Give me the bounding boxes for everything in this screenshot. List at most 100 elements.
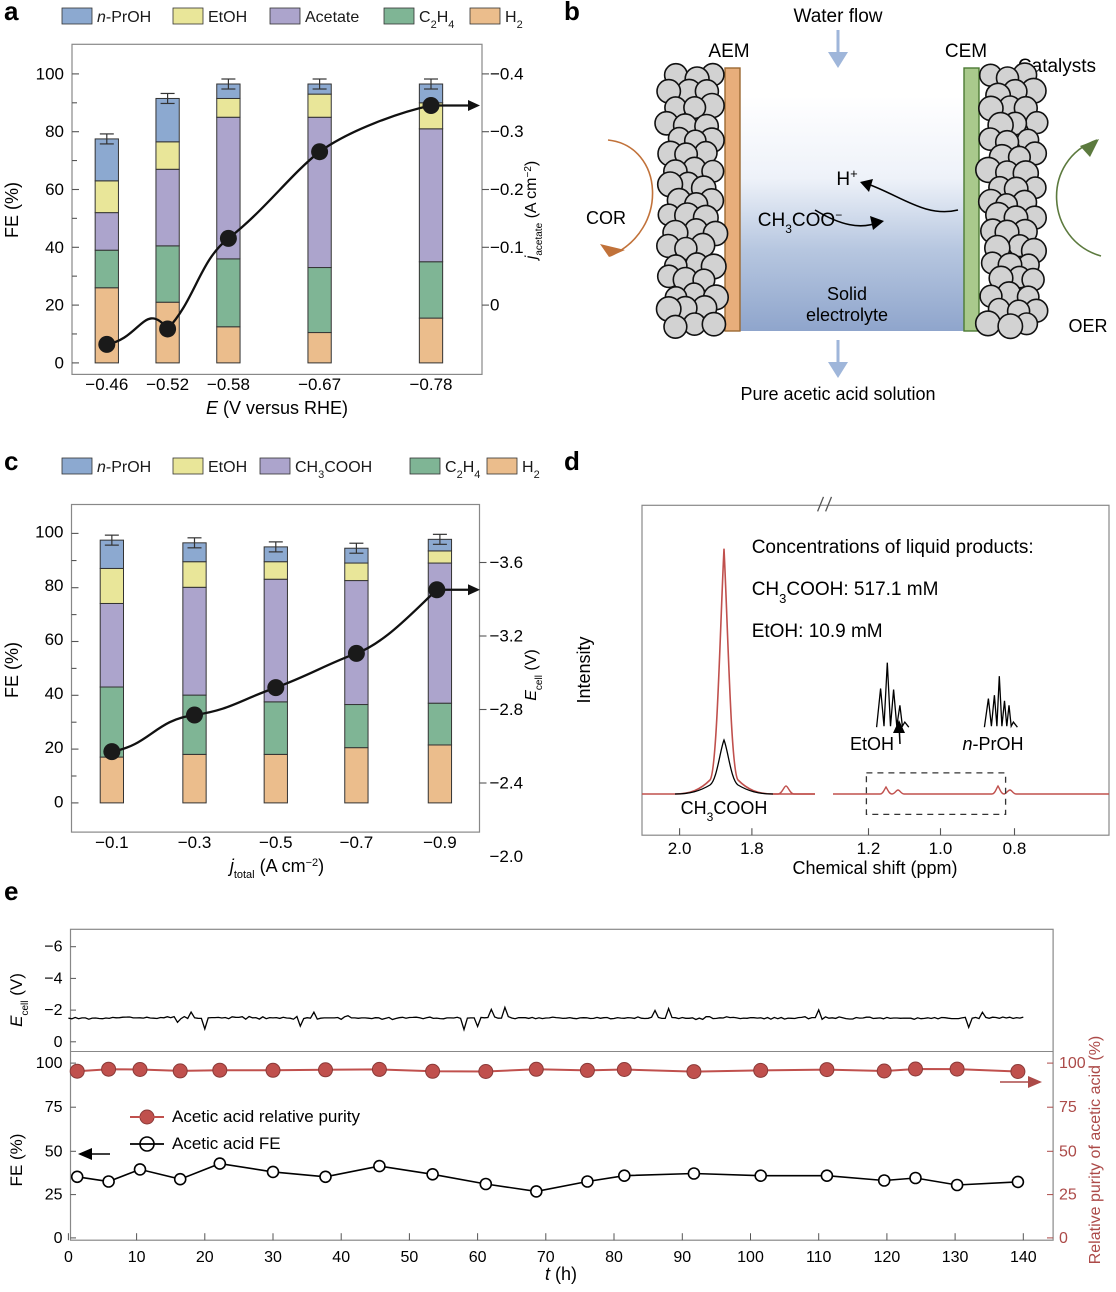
svg-text:−0.58: −0.58 [207, 375, 250, 394]
svg-text:−6: −6 [44, 939, 62, 956]
svg-text:60: 60 [45, 180, 64, 199]
svg-text:−0.4: −0.4 [490, 64, 524, 83]
svg-text:−4: −4 [44, 970, 62, 987]
svg-text:20: 20 [196, 1249, 214, 1266]
svg-text:n-PrOH: n-PrOH [97, 459, 151, 476]
svg-text:n-PrOH: n-PrOH [962, 734, 1023, 754]
svg-text:20: 20 [45, 296, 64, 315]
svg-text:50: 50 [45, 1143, 63, 1160]
svg-text:Chemical shift (ppm): Chemical shift (ppm) [792, 858, 957, 878]
svg-text:0: 0 [54, 792, 63, 811]
svg-text:H2: H2 [522, 459, 540, 481]
svg-text:Concentrations of liquid produ: Concentrations of liquid products: [752, 537, 1034, 558]
svg-text:Ecell (V): Ecell (V) [523, 649, 545, 700]
svg-text:E (V versus RHE): E (V versus RHE) [206, 398, 348, 418]
svg-text:1.8: 1.8 [740, 839, 764, 858]
svg-text:EtOH: EtOH [208, 9, 247, 26]
svg-text:25: 25 [1059, 1187, 1077, 1204]
svg-text:−3.2: −3.2 [490, 627, 524, 646]
svg-text:−2.8: −2.8 [490, 700, 524, 719]
svg-text:electrolyte: electrolyte [806, 305, 888, 325]
svg-text:−0.46: −0.46 [85, 375, 128, 394]
svg-text:0: 0 [490, 296, 499, 315]
svg-text:100: 100 [737, 1249, 764, 1266]
svg-text:C2H4: C2H4 [419, 9, 454, 31]
svg-text:jacetate (A cm−2): jacetate (A cm−2) [523, 161, 545, 261]
svg-text:−0.3: −0.3 [178, 833, 212, 852]
svg-text:EtOH: EtOH [208, 459, 247, 476]
svg-text:b: b [564, 0, 580, 26]
svg-text:20: 20 [45, 738, 64, 757]
svg-text:FE (%): FE (%) [2, 642, 22, 698]
svg-text:40: 40 [45, 684, 64, 703]
svg-text:−0.9: −0.9 [423, 833, 457, 852]
svg-text:EtOH: 10.9 mM: EtOH: 10.9 mM [752, 621, 883, 642]
svg-text:1.0: 1.0 [929, 839, 953, 858]
svg-text:100: 100 [36, 1055, 63, 1072]
svg-text:CH3COOH: 517.1 mM: CH3COOH: 517.1 mM [752, 579, 939, 606]
svg-text:100: 100 [36, 64, 64, 83]
svg-text:−0.7: −0.7 [340, 833, 374, 852]
svg-text:Water flow: Water flow [793, 6, 882, 27]
svg-text:10: 10 [128, 1249, 146, 1266]
svg-text:1.2: 1.2 [857, 839, 881, 858]
svg-text:100: 100 [35, 522, 63, 541]
svg-text:130: 130 [942, 1249, 969, 1266]
svg-text:Pure acetic acid solution: Pure acetic acid solution [740, 384, 935, 404]
svg-text:80: 80 [45, 122, 64, 141]
svg-text:−0.78: −0.78 [409, 375, 452, 394]
svg-text:t (h): t (h) [545, 1264, 577, 1284]
svg-text:e: e [4, 880, 18, 906]
svg-text:−0.3: −0.3 [490, 122, 524, 141]
svg-text:60: 60 [45, 630, 64, 649]
svg-text:−0.5: −0.5 [259, 833, 293, 852]
svg-text:AEM: AEM [708, 41, 749, 62]
svg-text:50: 50 [1059, 1143, 1077, 1160]
svg-text:−3.6: −3.6 [490, 553, 524, 572]
svg-text:n-PrOH: n-PrOH [97, 9, 151, 26]
svg-text:25: 25 [45, 1187, 63, 1204]
svg-text:Solid: Solid [827, 284, 867, 304]
svg-text:0: 0 [1059, 1230, 1068, 1247]
svg-text:CH3COOH: CH3COOH [681, 798, 768, 824]
svg-text:−0.1: −0.1 [490, 238, 524, 257]
svg-text:90: 90 [673, 1249, 691, 1266]
svg-text:Acetate: Acetate [305, 9, 359, 26]
svg-text:C2H4: C2H4 [445, 459, 480, 481]
svg-text:EtOH: EtOH [850, 734, 894, 754]
svg-text:jtotal (A cm−2): jtotal (A cm−2) [227, 856, 324, 880]
svg-text:Relative purity of acetic acid: Relative purity of acetic acid (%) [1087, 1036, 1104, 1265]
svg-text:−2.4: −2.4 [490, 774, 524, 793]
svg-text:Intensity: Intensity [574, 636, 594, 703]
svg-text:110: 110 [806, 1249, 832, 1266]
svg-text:0: 0 [54, 1034, 63, 1051]
svg-text:d: d [564, 450, 580, 476]
svg-text:Acetic acid relative purity: Acetic acid relative purity [172, 1107, 361, 1126]
svg-text:80: 80 [605, 1249, 623, 1266]
svg-text:a: a [4, 0, 19, 26]
svg-text:0.8: 0.8 [1003, 839, 1027, 858]
svg-text:40: 40 [45, 238, 64, 257]
svg-text:0: 0 [55, 353, 64, 372]
svg-text:OER: OER [1068, 316, 1107, 336]
svg-text:60: 60 [469, 1249, 487, 1266]
svg-text:Acetic acid FE: Acetic acid FE [172, 1134, 281, 1153]
svg-text:0: 0 [64, 1249, 73, 1266]
svg-text:CH3COOH: CH3COOH [295, 459, 372, 481]
svg-text:COR: COR [586, 208, 626, 228]
svg-text:H2: H2 [505, 9, 523, 31]
svg-text:75: 75 [45, 1099, 63, 1116]
svg-text:FE (%): FE (%) [7, 1134, 26, 1187]
svg-text:80: 80 [45, 576, 64, 595]
svg-text:140: 140 [1010, 1249, 1037, 1266]
svg-text:40: 40 [332, 1249, 350, 1266]
svg-text:2.0: 2.0 [668, 839, 692, 858]
svg-text:−0.2: −0.2 [490, 180, 524, 199]
svg-text:−0.67: −0.67 [298, 375, 341, 394]
svg-text:c: c [4, 450, 18, 476]
svg-text:−2: −2 [44, 1002, 62, 1019]
svg-text:−2.0: −2.0 [490, 847, 524, 866]
svg-text:CEM: CEM [945, 41, 987, 62]
svg-text:50: 50 [401, 1249, 419, 1266]
svg-text:Ecell (V): Ecell (V) [7, 973, 31, 1027]
